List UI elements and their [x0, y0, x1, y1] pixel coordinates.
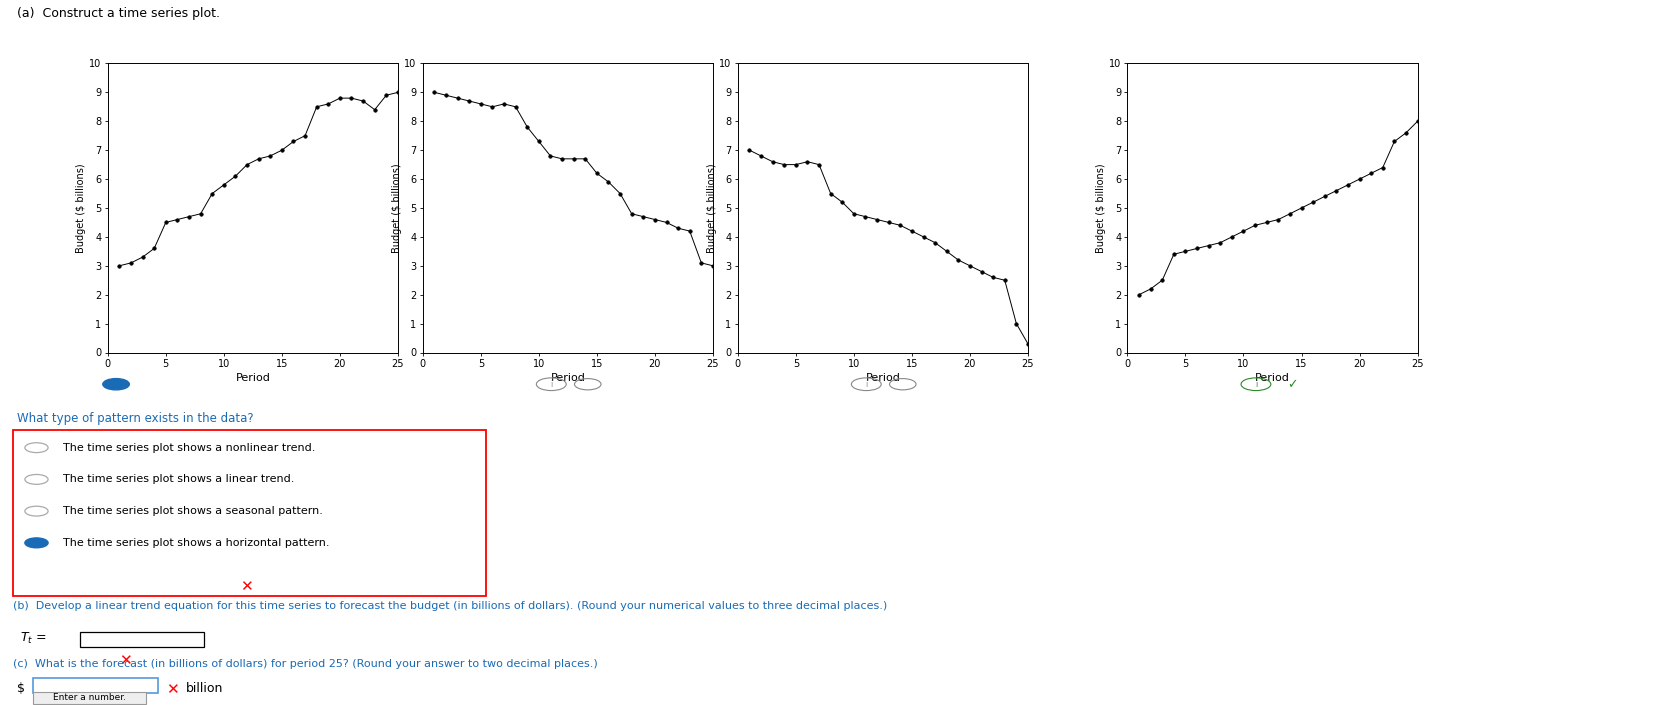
Text: ✕: ✕: [119, 654, 133, 668]
Text: i: i: [550, 380, 552, 388]
Text: The time series plot shows a linear trend.: The time series plot shows a linear tren…: [63, 474, 295, 484]
X-axis label: Period: Period: [1254, 373, 1289, 383]
X-axis label: Period: Period: [865, 373, 900, 383]
Text: i: i: [865, 380, 867, 388]
Text: The time series plot shows a horizontal pattern.: The time series plot shows a horizontal …: [63, 538, 330, 548]
Y-axis label: Budget ($ billions): Budget ($ billions): [76, 163, 86, 253]
Y-axis label: Budget ($ billions): Budget ($ billions): [391, 163, 401, 253]
Y-axis label: Budget ($ billions): Budget ($ billions): [706, 163, 716, 253]
Text: Enter a number.: Enter a number.: [53, 694, 126, 702]
X-axis label: Period: Period: [550, 373, 585, 383]
Text: ✕: ✕: [240, 579, 254, 594]
Text: i: i: [1254, 380, 1256, 388]
Y-axis label: Budget ($ billions): Budget ($ billions): [1095, 163, 1105, 253]
Text: $T_t$ =: $T_t$ =: [20, 631, 46, 646]
Text: (b)  Develop a linear trend equation for this time series to forecast the budget: (b) Develop a linear trend equation for …: [13, 601, 886, 611]
Text: The time series plot shows a seasonal pattern.: The time series plot shows a seasonal pa…: [63, 506, 323, 516]
X-axis label: Period: Period: [235, 373, 270, 383]
Text: $: $: [17, 682, 25, 695]
Text: (c)  What is the forecast (in billions of dollars) for period 25? (Round your an: (c) What is the forecast (in billions of…: [13, 659, 598, 669]
Text: What type of pattern exists in the data?: What type of pattern exists in the data?: [17, 412, 254, 425]
Text: ✓: ✓: [1286, 378, 1297, 391]
Text: billion: billion: [186, 682, 224, 695]
Text: ✕: ✕: [166, 682, 179, 697]
Text: (a)  Construct a time series plot.: (a) Construct a time series plot.: [17, 7, 219, 20]
Text: The time series plot shows a nonlinear trend.: The time series plot shows a nonlinear t…: [63, 443, 315, 453]
